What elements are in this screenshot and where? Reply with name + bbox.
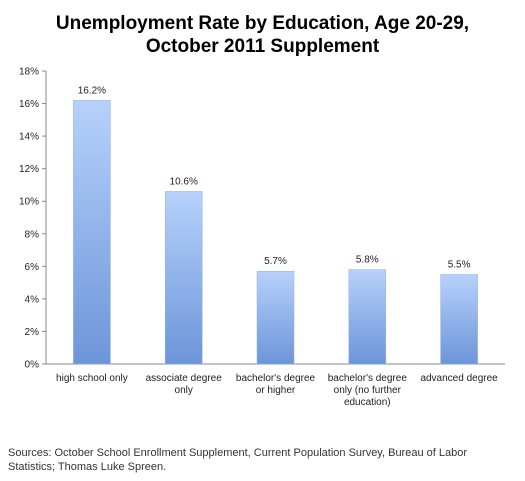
y-tick-label: 8% — [25, 229, 40, 240]
x-category-label: high school only — [56, 373, 128, 384]
bar — [164, 191, 203, 365]
y-tick-label: 6% — [25, 262, 40, 273]
bar — [348, 269, 387, 365]
chart-title: Unemployment Rate by Education, Age 20-2… — [0, 12, 525, 58]
x-category-label: associate degree only — [146, 373, 223, 396]
bar-value-label: 5.5% — [448, 259, 471, 270]
y-tick-label: 10% — [19, 197, 39, 208]
bar — [256, 270, 295, 365]
x-category-label: advanced degree — [420, 373, 498, 384]
chart-title-line-2: October 2011 Supplement — [145, 36, 380, 57]
y-tick-label: 4% — [25, 294, 40, 305]
y-tick-label: 0% — [25, 360, 40, 371]
y-tick-label: 2% — [25, 327, 40, 338]
bar-value-label: 5.8% — [356, 255, 379, 266]
y-tick-label: 16% — [19, 99, 39, 110]
y-tick-label: 14% — [19, 132, 39, 143]
x-category-label: bachelor's degree or higher — [236, 373, 316, 396]
bar-value-label: 16.2% — [78, 85, 106, 96]
bar — [73, 100, 111, 365]
bar-chart: 0% 2% 4% 6% 8% 10% 12% 14% 16% 18% 16.2% 10.6% 5.7%… — [19, 67, 505, 408]
y-tick-label: 12% — [19, 164, 39, 175]
y-tick-label: 18% — [19, 67, 39, 78]
bar-value-label: 5.7% — [264, 256, 287, 267]
bars — [73, 100, 478, 365]
y-axis: 0% 2% 4% 6% 8% 10% 12% 14% 16% 18% — [19, 67, 47, 371]
bar-value-label: 10.6% — [170, 176, 198, 187]
value-labels: 16.2% 10.6% 5.7% 5.8% 5.5% — [78, 85, 471, 270]
chart-title-line-1: Unemployment Rate by Education, Age 20-2… — [55, 13, 470, 34]
category-labels: high school only associate degree only bach… — [56, 373, 498, 408]
source-note: Sources: October School Enrollment Suppl… — [8, 447, 467, 473]
x-category-label: bachelor's degree only (no further educati… — [328, 373, 408, 408]
bar — [440, 274, 478, 365]
